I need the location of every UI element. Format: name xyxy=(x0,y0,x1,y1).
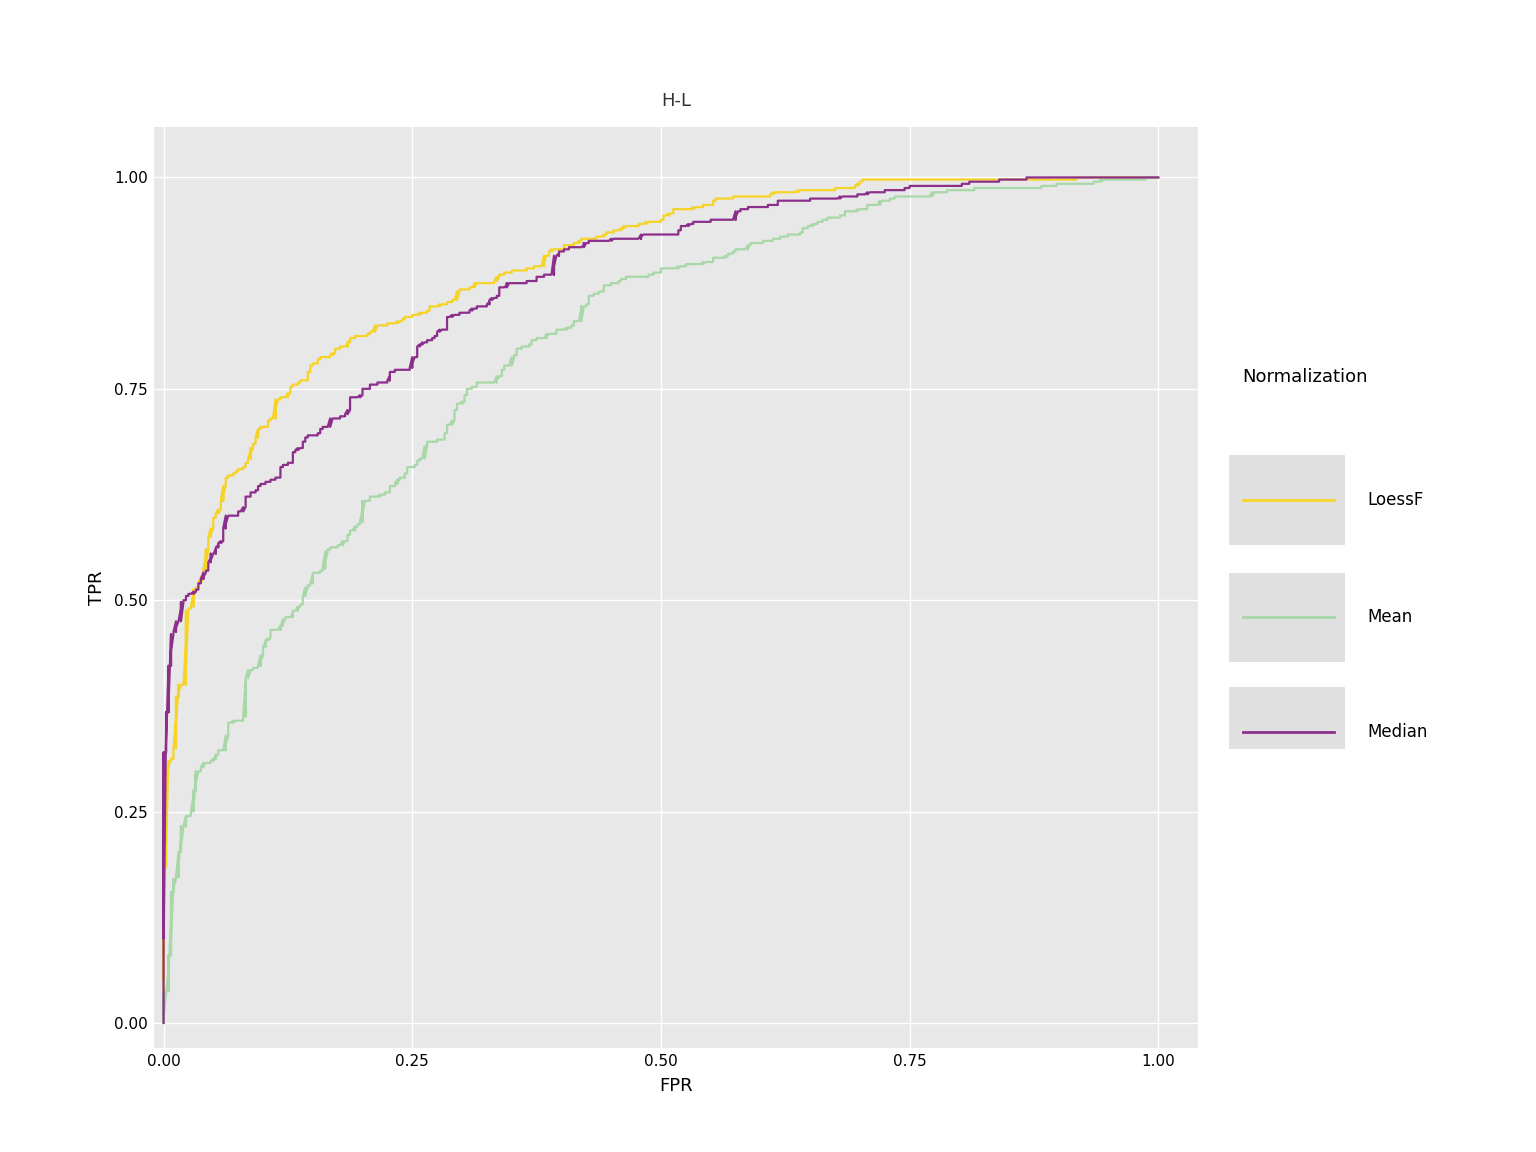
Text: H-L: H-L xyxy=(660,92,691,109)
X-axis label: FPR: FPR xyxy=(659,1077,693,1096)
Text: Median: Median xyxy=(1367,722,1427,741)
FancyBboxPatch shape xyxy=(1229,455,1346,545)
Y-axis label: TPR: TPR xyxy=(88,570,106,605)
Text: LoessF: LoessF xyxy=(1367,491,1424,509)
Text: Mean: Mean xyxy=(1367,608,1412,627)
FancyBboxPatch shape xyxy=(1229,573,1346,662)
Text: Normalization: Normalization xyxy=(1243,367,1369,386)
FancyBboxPatch shape xyxy=(1229,687,1346,776)
